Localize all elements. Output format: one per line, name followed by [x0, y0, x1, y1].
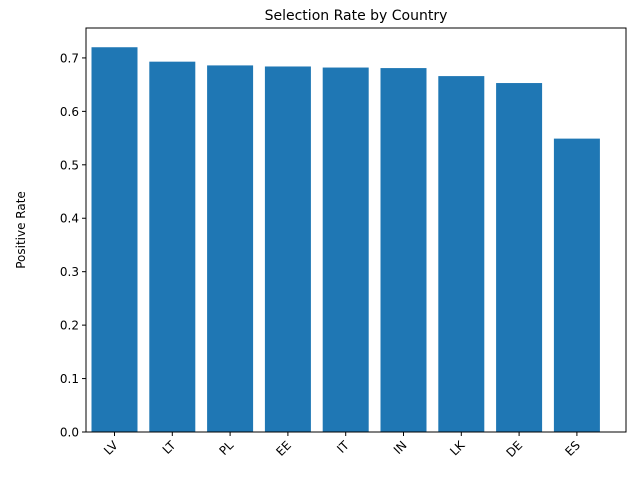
bar-lv — [91, 47, 138, 432]
x-tick-label: LK — [447, 437, 468, 458]
y-tick-label: 0.7 — [60, 51, 79, 65]
x-tick-label: PL — [216, 438, 236, 458]
bar-de — [496, 83, 543, 432]
chart-title: Selection Rate by Country — [265, 8, 448, 24]
x-tick-label: DE — [503, 438, 525, 460]
bar-es — [553, 138, 600, 432]
x-tick-label: ES — [562, 438, 583, 459]
y-tick-label: 0.4 — [60, 212, 79, 226]
bar-lk — [438, 76, 485, 432]
y-tick-label: 0.5 — [60, 158, 79, 172]
bar-ee — [264, 66, 311, 432]
bar-it — [322, 67, 369, 432]
bar-lt — [149, 61, 196, 433]
y-tick-label: 0.3 — [60, 265, 79, 279]
plot-frame — [85, 27, 627, 433]
y-tick-label: 0.0 — [60, 426, 79, 440]
x-tick-label: EE — [273, 438, 294, 459]
bar-pl — [207, 65, 254, 432]
bar-in — [380, 68, 427, 432]
y-axis-ticks: 0.0 0.1 0.2 0.3 0.4 0.5 0.6 0.7 — [60, 51, 86, 440]
y-tick-label: 0.1 — [60, 372, 79, 386]
y-tick-label: 0.2 — [60, 319, 79, 333]
bars-group — [91, 47, 600, 433]
x-tick-label: LV — [101, 438, 121, 458]
x-tick-label: IN — [391, 438, 410, 457]
x-axis-ticks: LV LT PL EE IT IN LK DE ES — [101, 432, 583, 460]
x-tick-label: IT — [334, 438, 352, 456]
y-axis-label: Positive Rate — [14, 191, 28, 269]
x-tick-label: LT — [160, 438, 179, 457]
y-tick-label: 0.6 — [60, 105, 79, 119]
